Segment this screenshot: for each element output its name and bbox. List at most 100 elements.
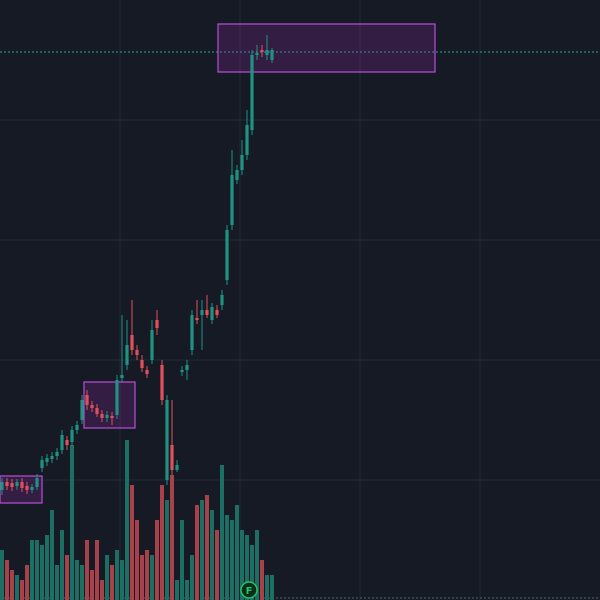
candle-body xyxy=(165,400,169,480)
volume-bar xyxy=(195,505,199,600)
volume-bar xyxy=(100,580,104,600)
volume-bar xyxy=(90,570,94,600)
candle-body xyxy=(105,415,109,418)
volume-bar xyxy=(155,520,159,600)
candle-body xyxy=(255,53,259,55)
candle-body xyxy=(65,440,69,445)
volume-bar xyxy=(160,485,164,600)
volume-bar xyxy=(140,555,144,600)
volume-bar xyxy=(270,575,274,600)
candle-body xyxy=(195,318,199,320)
volume-bar xyxy=(220,465,224,600)
volume-bar xyxy=(250,545,254,600)
volume-bar xyxy=(65,555,69,600)
volume-bar xyxy=(60,530,64,600)
candle-body xyxy=(145,370,149,374)
candle-body xyxy=(60,435,64,450)
candle-body xyxy=(190,315,194,350)
volume-bar xyxy=(45,535,49,600)
candle-body xyxy=(180,370,184,372)
volume-bar xyxy=(200,500,204,600)
volume-bar xyxy=(35,540,39,600)
candle-body xyxy=(175,465,179,470)
candle-body xyxy=(110,416,114,418)
candle-body xyxy=(200,310,204,315)
candle-body xyxy=(50,456,54,459)
volume-bar xyxy=(185,580,189,600)
candle-body xyxy=(80,400,84,420)
volume-bar xyxy=(20,580,24,600)
volume-bar xyxy=(130,485,134,600)
volume-bar xyxy=(95,540,99,600)
volume-bar xyxy=(5,560,9,600)
volume-bar xyxy=(260,560,264,600)
volume-bar xyxy=(210,510,214,600)
volume-bar xyxy=(230,520,234,600)
volume-bar xyxy=(70,445,74,600)
volume-bar xyxy=(120,560,124,600)
zone xyxy=(217,23,436,73)
candle-body xyxy=(130,335,134,350)
candle-body xyxy=(5,482,9,486)
volume-bar xyxy=(180,520,184,600)
volume-bar xyxy=(85,540,89,600)
volume-bar xyxy=(215,530,219,600)
volume-bar xyxy=(115,550,119,600)
volume-bar xyxy=(135,520,139,600)
volume-bar xyxy=(225,515,229,600)
volume-bar xyxy=(50,510,54,600)
candle-body xyxy=(160,365,164,400)
event-icon[interactable]: F xyxy=(240,581,258,599)
volume-bar xyxy=(265,575,269,600)
candle-body xyxy=(225,230,229,280)
candle-body xyxy=(270,50,274,60)
volume-bar xyxy=(25,565,29,600)
candle-body xyxy=(70,430,74,442)
volume-bar xyxy=(205,495,209,600)
candle-body xyxy=(230,175,234,225)
candle-layer xyxy=(0,35,274,495)
candle-body xyxy=(170,445,174,470)
candle-body xyxy=(205,310,209,315)
candle-body xyxy=(25,486,29,490)
volume-bar xyxy=(145,550,149,600)
event-badge[interactable] xyxy=(240,581,258,599)
volume-bar xyxy=(110,565,114,600)
volume-bar xyxy=(125,440,129,600)
candle-body xyxy=(30,487,34,490)
event-label[interactable]: F xyxy=(246,586,253,597)
candle-body xyxy=(260,50,264,52)
candle-body xyxy=(100,414,104,418)
volume-bar xyxy=(190,555,194,600)
candle-body xyxy=(120,375,124,378)
volume-bar xyxy=(165,500,169,600)
candle-body xyxy=(155,320,159,328)
candle-body xyxy=(135,350,139,355)
volume-bar xyxy=(80,565,84,600)
candle-body xyxy=(185,365,189,370)
candle-body xyxy=(115,380,119,415)
candle-body xyxy=(0,482,4,490)
volume-bar xyxy=(235,505,239,600)
candle-body xyxy=(75,425,79,430)
volume-bar xyxy=(175,580,179,600)
candle-body xyxy=(45,458,49,462)
volume-bar xyxy=(170,475,174,600)
candle-body xyxy=(40,460,44,468)
volume-bar xyxy=(55,565,59,600)
candle-body xyxy=(235,170,239,180)
volume-bar xyxy=(15,575,19,600)
candle-body xyxy=(265,50,269,55)
volume-bar xyxy=(255,530,259,600)
volume-bar xyxy=(245,535,249,600)
candle-body xyxy=(10,483,14,487)
volume-bar xyxy=(30,540,34,600)
volume-bar xyxy=(75,560,79,600)
candle-body xyxy=(215,310,219,315)
candle-body xyxy=(95,408,99,414)
candle-body xyxy=(35,478,39,487)
volume-bar xyxy=(240,530,244,600)
volume-layer xyxy=(0,440,274,600)
candle-body xyxy=(55,452,59,456)
